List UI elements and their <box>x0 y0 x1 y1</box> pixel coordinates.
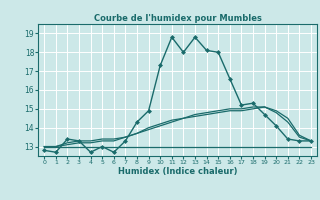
X-axis label: Humidex (Indice chaleur): Humidex (Indice chaleur) <box>118 167 237 176</box>
Title: Courbe de l'humidex pour Mumbles: Courbe de l'humidex pour Mumbles <box>94 14 261 23</box>
